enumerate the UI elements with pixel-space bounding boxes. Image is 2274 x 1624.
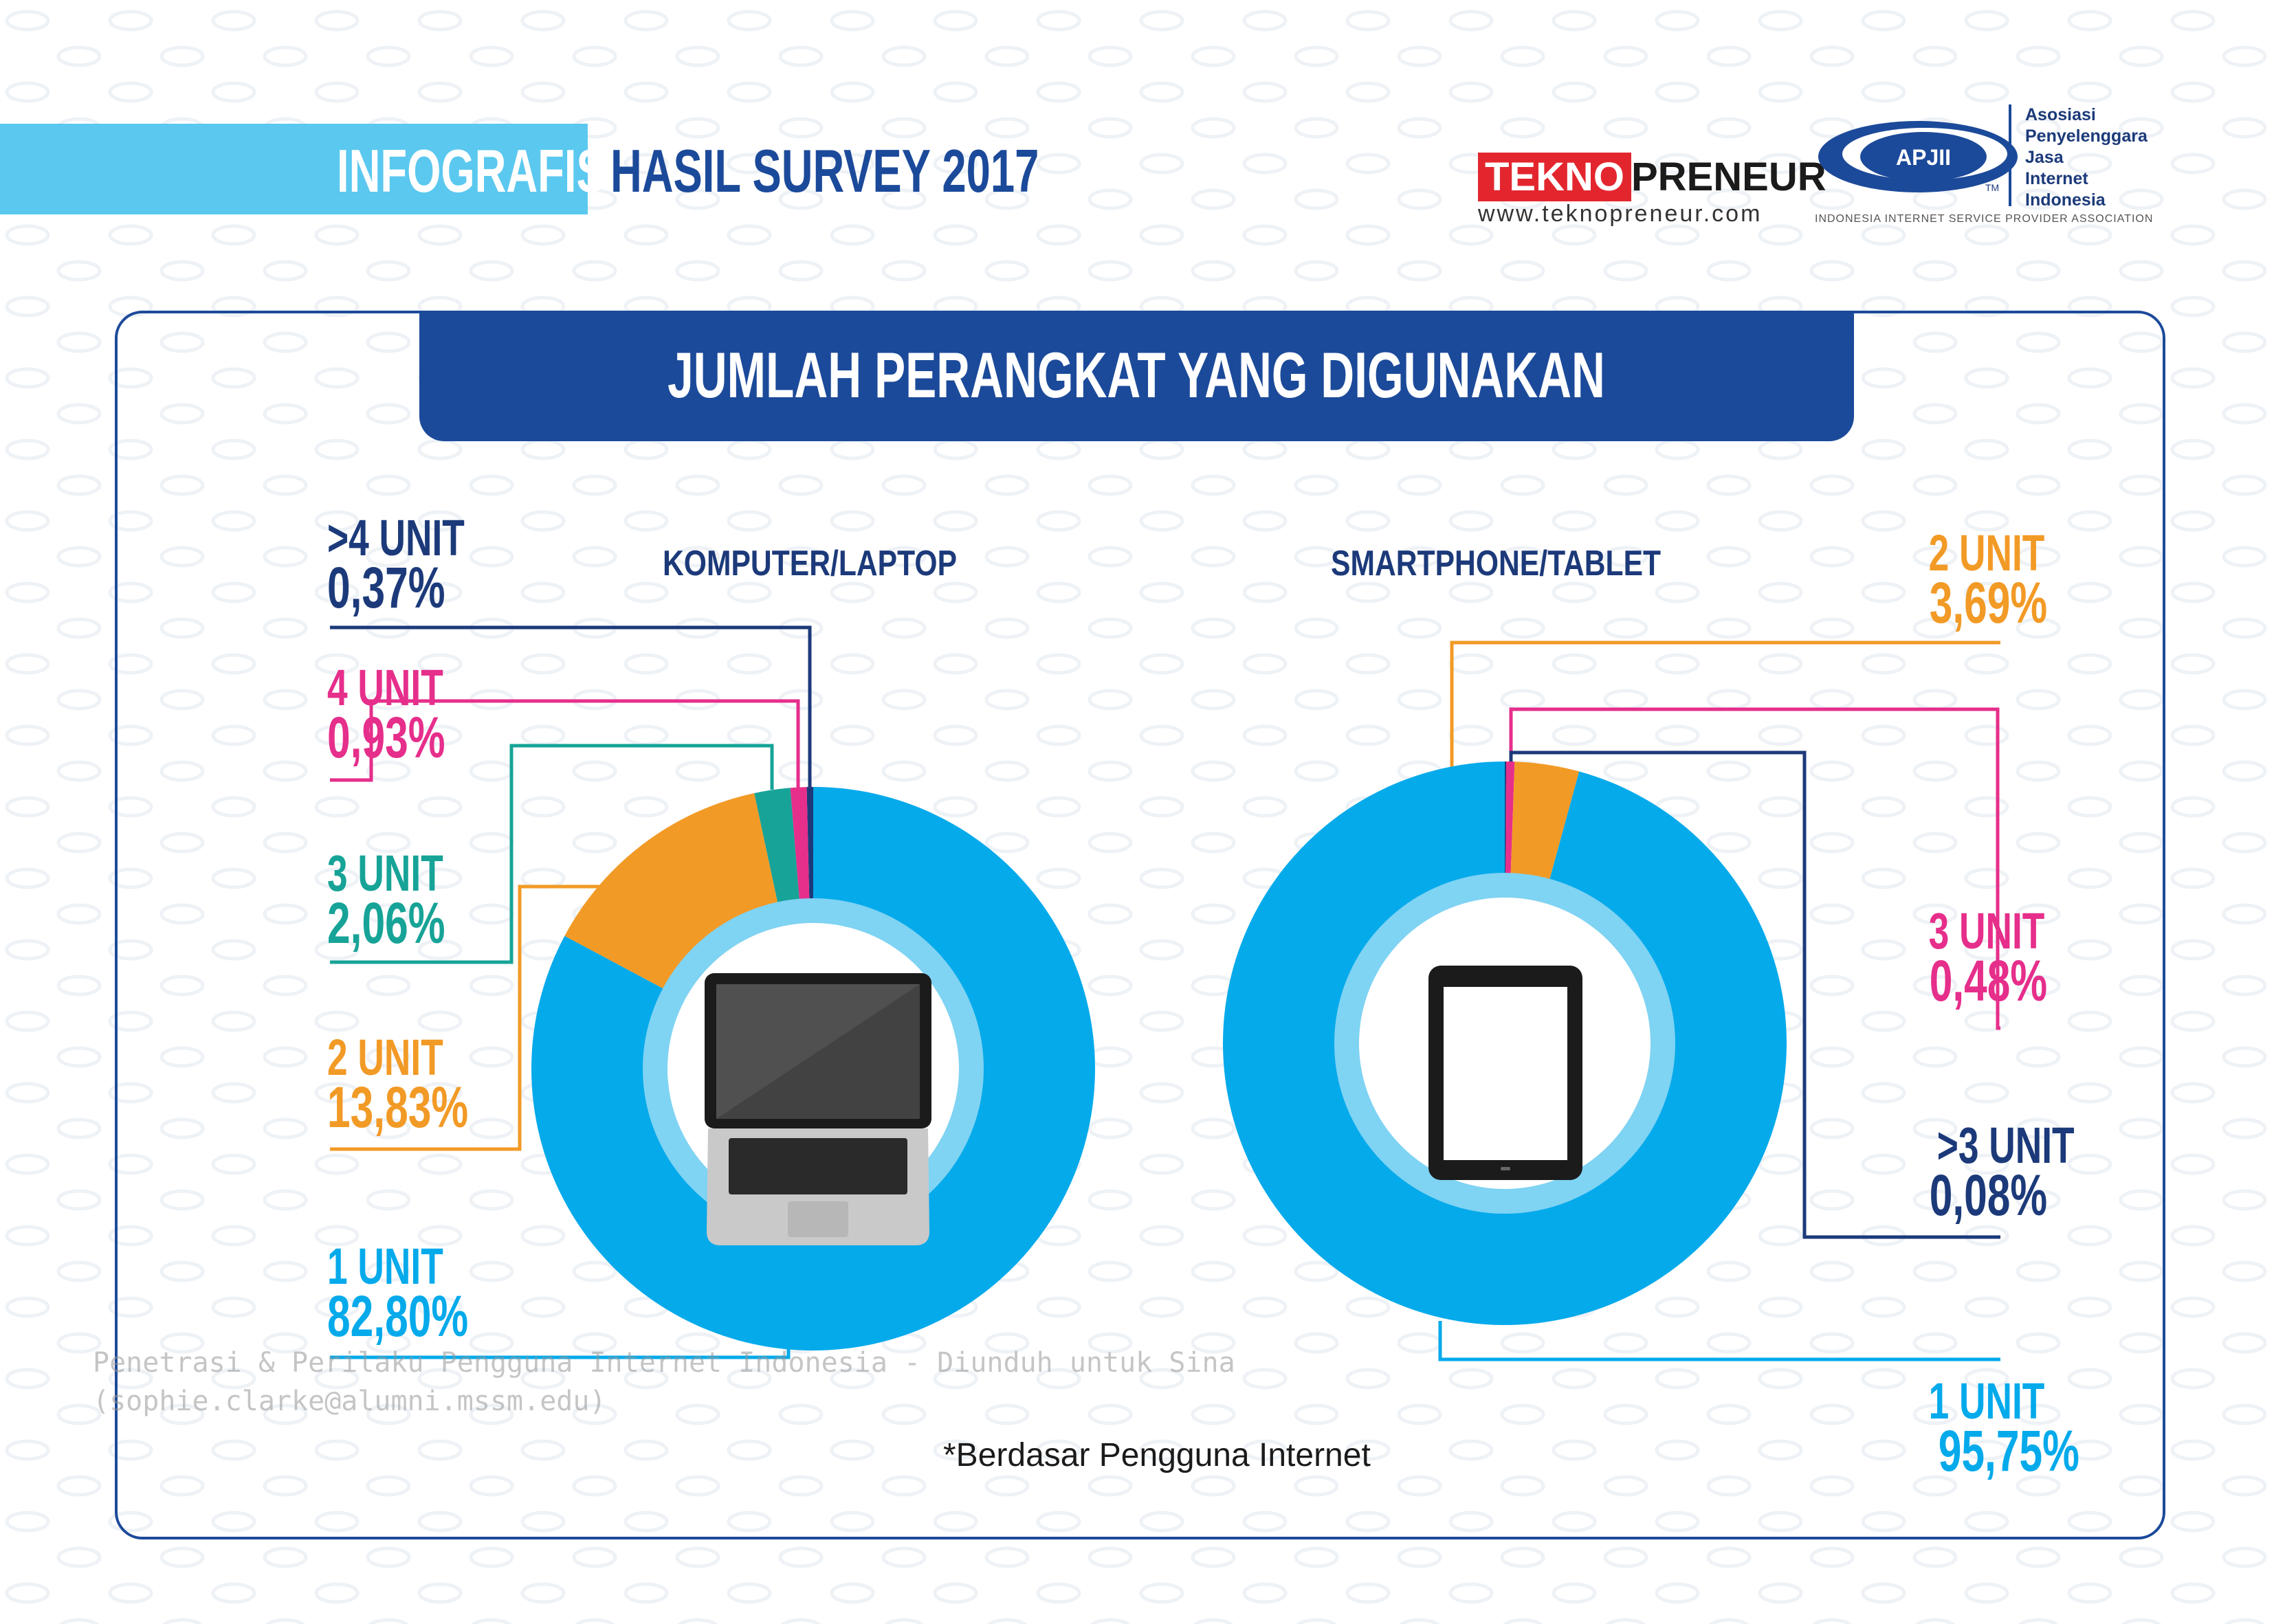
label-right-1: 1 UNIT 95,75% (1928, 1372, 2079, 1483)
connector-left-4 (330, 699, 800, 788)
label-right-2: 2 UNIT 3,69% (1928, 524, 2048, 635)
right-donut (1223, 761, 1787, 1326)
tekno-logo-red: TEKNO (1478, 153, 1631, 201)
footnote: *Berdasar Pengguna Internet (943, 1437, 1371, 1473)
donut-slice-1-unit (1223, 761, 1787, 1326)
right-connectors (1438, 641, 2000, 1361)
label-left-3: 3 UNIT 2,06% (327, 845, 445, 955)
label-left-4: 4 UNIT 0,93% (327, 659, 445, 770)
tablet-icon (1428, 966, 1582, 1180)
apjii-line: Penyelenggara (2025, 126, 2148, 146)
donut-slice-2-unit (1510, 761, 1580, 903)
apjii-line: Indonesia (2025, 190, 2106, 210)
header-band (0, 124, 588, 214)
connector-left-1 (330, 1349, 791, 1359)
watermark: Penetrasi & Perilaku Pengguna Internet I… (93, 1344, 1235, 1421)
apjii-mark-text: APJII (1896, 145, 1951, 170)
apjii-line: Jasa (2025, 148, 2064, 167)
label-right-gt3: >3 UNIT 0,08% (1929, 1117, 2075, 1227)
donut-slice-3-unit (754, 788, 802, 926)
chart-title-komputer: KOMPUTER/LAPTOP (663, 544, 958, 583)
apjii-line: Asosiasi (2025, 105, 2096, 124)
chart-title-smartphone: SMARTPHONE/TABLET (1331, 544, 1662, 583)
connector-right-3 (1509, 707, 2000, 1030)
donut-slice-4-unit (790, 787, 810, 924)
donut-slice-3-unit (1505, 761, 1515, 898)
watermark-line: (sophie.clarke@alumni.mssm.edu) (93, 1386, 606, 1417)
left-connectors (330, 625, 812, 1359)
label-left-gt4: >4 UNIT 0,37% (327, 509, 465, 620)
apjii-line: Internet (2025, 169, 2088, 188)
right-inner-ring (1334, 873, 1675, 1214)
connector-right-gt3 (1509, 750, 2000, 1239)
label-left-1: 1 UNIT 82,80% (327, 1238, 469, 1348)
title-bar: JUMLAH PERANGKAT YANG DIGUNAKAN (419, 311, 1854, 441)
connector-right-2 (1450, 641, 2000, 770)
laptop-icon (705, 973, 931, 1245)
connector-left-3 (330, 744, 774, 964)
donut-slice-1-unit (531, 787, 1095, 1350)
donut-slice-gt3-unit (1505, 761, 1507, 898)
watermark-line: Penetrasi & Perilaku Pengguna Internet I… (93, 1347, 1235, 1379)
tekno-logo-rest: PRENEUR (1631, 155, 1826, 199)
donut-slice-gt4-unit (806, 787, 813, 924)
apjii-divider (2009, 104, 2011, 206)
apjii-text: Asosiasi Penyelenggara Jasa Internet Ind… (2025, 104, 2148, 211)
label-right-3: 3 UNIT 0,48% (1928, 902, 2048, 1013)
apjii-tm-text: TM (1985, 182, 1999, 193)
label-left-2: 2 UNIT 13,83% (327, 1029, 469, 1139)
header-survey-title: HASIL SURVEY 2017 (610, 137, 1039, 205)
connector-right-1 (1438, 1321, 2000, 1361)
connector-left-2 (330, 885, 643, 1151)
apjii-subtitle: INDONESIA INTERNET SERVICE PROVIDER ASSO… (1815, 213, 2154, 225)
apjii-logo: APJII TM (1818, 121, 2018, 193)
teknopreneur-url: www.teknopreneur.com (1478, 201, 1763, 227)
page-title: JUMLAH PERANGKAT YANG DIGUNAKAN (667, 339, 1606, 411)
header-infografis: INFOGRAFIS (337, 137, 606, 205)
teknopreneur-logo: TEKNO PRENEUR (1478, 153, 1826, 201)
connector-left-gt4 (330, 625, 812, 787)
